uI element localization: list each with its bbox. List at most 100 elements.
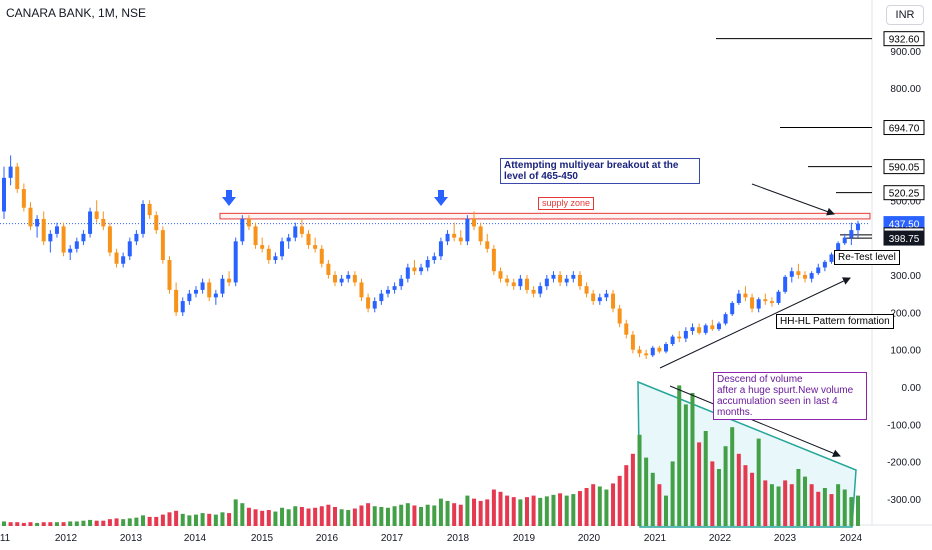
volume-bar	[438, 498, 443, 526]
candle-body	[597, 297, 602, 302]
volume-bar	[822, 488, 827, 526]
candle-body	[366, 297, 371, 309]
candle-body	[571, 274, 576, 279]
currency-button[interactable]: INR	[886, 5, 924, 25]
chart-title: CANARA BANK, 1M, NSE	[6, 6, 147, 20]
candle-body	[280, 241, 285, 257]
volume-bar	[127, 518, 132, 526]
volume-bar	[107, 519, 112, 526]
volume-bar	[538, 497, 543, 526]
volume-bar	[180, 513, 185, 526]
volume-bar	[147, 516, 152, 526]
retest-label: Re-Test level	[834, 250, 900, 265]
candle-body	[564, 278, 569, 283]
volume-bar	[485, 499, 490, 526]
candle-body	[822, 261, 827, 268]
volume-bar	[114, 518, 119, 526]
y-tick-label: 800.00	[890, 84, 921, 95]
volume-bar	[233, 499, 238, 526]
volume-bar	[21, 522, 26, 526]
candle-body	[425, 260, 430, 268]
candle-body	[134, 233, 139, 242]
candle-body	[8, 166, 13, 178]
volume-bar	[392, 506, 397, 526]
price-tag-box	[883, 230, 925, 246]
candle-body	[207, 282, 212, 298]
candle-body	[723, 314, 728, 324]
volume-bar	[48, 522, 53, 526]
volume-bar	[313, 507, 318, 526]
trend-arrow	[659, 277, 851, 369]
price-tag-box	[883, 31, 925, 47]
volume-bar	[379, 507, 384, 526]
candle-body	[339, 278, 344, 283]
volume-bar	[134, 517, 139, 526]
candle-body	[233, 241, 238, 283]
volume-bar	[809, 484, 814, 526]
volume-bar	[531, 495, 536, 526]
candle-body	[763, 299, 768, 302]
x-tick-label: 2017	[381, 533, 404, 544]
volume-bar	[664, 495, 668, 526]
volume-bar	[796, 469, 801, 526]
candle-body	[200, 282, 205, 290]
breakout-arrow	[751, 183, 835, 216]
candle-body	[730, 302, 735, 315]
volume-bar	[505, 495, 510, 526]
candle-body	[677, 336, 682, 339]
candle-body	[379, 293, 384, 302]
candle-body	[505, 278, 510, 283]
volume-bar	[803, 476, 808, 526]
breakout-note: Attempting multiyear breakout at the lev…	[500, 158, 700, 184]
candle-body	[160, 230, 165, 261]
price-tag-label: 398.75	[889, 234, 920, 245]
candle-body	[624, 323, 629, 335]
candle-body	[240, 218, 245, 242]
supply-zone-label: supply zone	[538, 197, 595, 210]
x-tick-label: 2022	[709, 533, 732, 544]
candle-body	[405, 267, 410, 279]
x-tick-label: 11	[0, 533, 11, 544]
volume-bar	[611, 483, 616, 526]
candle-body	[54, 226, 59, 234]
candle-body	[121, 256, 126, 264]
volume-bar	[491, 489, 496, 526]
volume-bar	[624, 465, 629, 526]
candle-body	[101, 218, 106, 227]
candle-body	[604, 293, 609, 298]
candle-body	[531, 289, 536, 294]
candle-body	[94, 211, 99, 219]
price-tag-box	[883, 120, 925, 136]
candle-body	[147, 203, 152, 216]
candle-body	[154, 215, 159, 231]
candle-body	[558, 274, 563, 283]
volume-bar	[253, 509, 258, 526]
volume-bar	[399, 504, 404, 526]
candle-body	[28, 207, 33, 227]
x-tick-label: 2016	[316, 533, 339, 544]
volume-bar	[101, 520, 106, 526]
volume-bar	[511, 497, 516, 526]
candle-body	[286, 237, 291, 242]
volume-bar	[697, 442, 702, 526]
price-tag-label: 437.50	[889, 220, 920, 231]
volume-bar	[333, 507, 337, 526]
volume-bar	[68, 521, 73, 526]
candle-body	[630, 334, 635, 350]
volume-bar	[81, 520, 86, 526]
volume-bar	[8, 522, 13, 526]
volume-bar	[591, 484, 596, 526]
candle-body	[432, 256, 437, 261]
x-tick-label: 2015	[251, 533, 274, 544]
candle-body	[591, 293, 596, 302]
volume-note-line-1: Descend of volume	[717, 374, 803, 385]
candle-body	[650, 347, 655, 356]
volume-bar	[670, 461, 675, 526]
volume-bar	[577, 491, 582, 526]
candle-body	[333, 274, 337, 283]
candle-body	[412, 267, 417, 272]
candle-body	[783, 276, 788, 292]
candle-body	[107, 226, 112, 253]
